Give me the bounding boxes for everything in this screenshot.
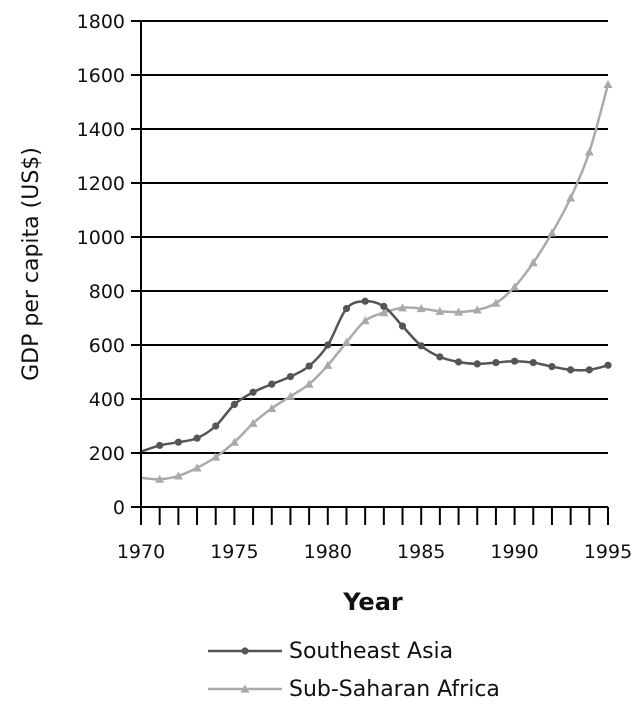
data-point-sub-saharan-africa — [267, 403, 277, 413]
data-point-sub-saharan-africa — [603, 79, 613, 89]
legend-label: Southeast Asia — [289, 639, 453, 664]
data-point-southeast-asia — [212, 422, 220, 430]
data-point-sub-saharan-africa — [566, 193, 576, 202]
data-point-southeast-asia — [361, 297, 369, 305]
data-point-sub-saharan-africa — [192, 463, 202, 472]
y-tick-label: 1400 — [77, 119, 125, 141]
data-point-sub-saharan-africa — [454, 307, 464, 316]
data-point-southeast-asia — [230, 400, 238, 408]
y-tick-label: 200 — [89, 443, 125, 465]
data-point-sub-saharan-africa — [379, 308, 389, 317]
data-point-sub-saharan-africa — [173, 471, 183, 480]
legend: Southeast Asia Sub-Saharan Africa — [208, 639, 500, 702]
y-tick-label: 1800 — [77, 11, 125, 33]
data-point-southeast-asia — [454, 358, 463, 366]
data-point-sub-saharan-africa — [510, 282, 520, 291]
data-point-sub-saharan-africa — [584, 147, 594, 156]
x-tick-label: 1970 — [117, 541, 165, 563]
data-point-sub-saharan-africa — [323, 360, 333, 369]
data-point-sub-saharan-africa — [229, 437, 239, 446]
y-tick-label: 0 — [113, 497, 125, 519]
x-tick-label: 1975 — [210, 541, 258, 563]
data-point-southeast-asia — [529, 358, 537, 367]
legend-item-southeast-asia: Southeast Asia — [208, 639, 453, 664]
y-tick-label: 600 — [89, 335, 125, 357]
y-tick-label: 1000 — [77, 227, 125, 249]
y-tick-label: 1200 — [77, 173, 125, 195]
data-point-southeast-asia — [567, 366, 575, 374]
grid-lines — [141, 20, 608, 454]
data-point-sub-saharan-africa — [491, 298, 501, 307]
data-point-sub-saharan-africa — [416, 304, 426, 313]
data-point-southeast-asia — [585, 366, 593, 374]
data-point-southeast-asia — [324, 341, 332, 349]
data-point-southeast-asia — [268, 380, 276, 388]
data-point-southeast-asia — [417, 342, 425, 350]
data-point-southeast-asia — [604, 361, 612, 369]
series-southeast-asia — [140, 297, 612, 453]
x-tick-label: 1980 — [304, 541, 352, 563]
data-point-southeast-asia — [249, 388, 257, 396]
data-point-sub-saharan-africa — [398, 303, 408, 312]
y-axis-title: GDP per capita (US$) — [19, 147, 44, 381]
data-point-sub-saharan-africa — [285, 391, 295, 400]
legend-marker — [241, 647, 249, 655]
data-point-sub-saharan-africa — [472, 305, 482, 314]
data-point-sub-saharan-africa — [435, 306, 445, 315]
data-point-southeast-asia — [305, 362, 313, 370]
legend-label: Sub-Saharan Africa — [289, 677, 500, 702]
legend-item-sub-saharan-africa: Sub-Saharan Africa — [208, 677, 500, 702]
data-point-southeast-asia — [510, 357, 519, 365]
data-point-sub-saharan-africa — [360, 316, 370, 325]
x-axis-title: Year — [342, 588, 403, 616]
data-point-southeast-asia — [492, 358, 500, 367]
data-point-southeast-asia — [436, 353, 444, 361]
x-tick-label: 1990 — [490, 541, 538, 563]
series-group — [140, 79, 613, 483]
tick-labels: 0 200 400 600 800 1000 1200 1400 1600 1800 1970 197… — [77, 11, 633, 563]
data-point-southeast-asia — [193, 434, 201, 442]
axes — [131, 20, 609, 525]
x-tick-label: 1985 — [397, 541, 445, 563]
data-point-southeast-asia — [473, 360, 481, 368]
data-point-sub-saharan-africa — [155, 474, 165, 483]
data-point-sub-saharan-africa — [248, 418, 258, 427]
data-point-southeast-asia — [548, 363, 556, 371]
x-tick-label: 1995 — [584, 541, 632, 563]
series-sub-saharan-africa — [140, 79, 613, 483]
data-point-sub-saharan-africa — [304, 379, 314, 388]
data-point-southeast-asia — [380, 302, 388, 310]
y-tick-label: 400 — [89, 389, 125, 411]
data-point-southeast-asia — [174, 438, 182, 446]
data-point-sub-saharan-africa — [547, 228, 557, 237]
data-point-sub-saharan-africa — [528, 258, 538, 267]
y-tick-label: 1600 — [77, 65, 125, 87]
data-point-southeast-asia — [286, 372, 295, 381]
data-point-southeast-asia — [156, 441, 164, 450]
data-point-southeast-asia — [342, 304, 351, 313]
series-line-southeast-asia — [140, 299, 609, 453]
data-point-sub-saharan-africa — [341, 337, 351, 346]
legend-marker — [240, 684, 250, 693]
data-point-sub-saharan-africa — [211, 452, 221, 461]
y-tick-label: 800 — [89, 281, 125, 303]
series-line-sub-saharan-africa — [140, 84, 610, 481]
data-point-southeast-asia — [398, 322, 407, 330]
